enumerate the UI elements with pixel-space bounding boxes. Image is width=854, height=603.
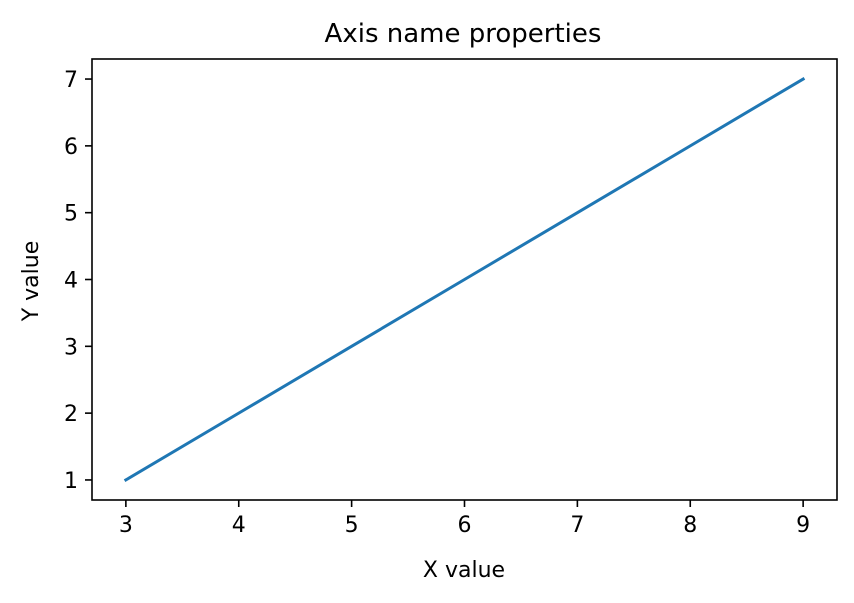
x-axis: 3 4 5 6 7 8 9 bbox=[119, 500, 810, 538]
y-axis: 1 2 3 4 5 6 7 bbox=[64, 68, 92, 494]
x-tick-label: 7 bbox=[570, 513, 584, 538]
x-tick-label: 3 bbox=[119, 513, 133, 538]
x-tick-label: 9 bbox=[796, 513, 810, 538]
y-tick-label: 3 bbox=[64, 335, 78, 360]
series-line bbox=[123, 76, 806, 483]
x-tick-label: 8 bbox=[683, 513, 697, 538]
y-tick-label: 4 bbox=[64, 269, 78, 294]
y-tick-label: 2 bbox=[64, 402, 78, 427]
y-tick-label: 1 bbox=[64, 469, 78, 494]
y-tick-label: 7 bbox=[64, 68, 78, 93]
y-tick-label: 5 bbox=[64, 202, 78, 227]
x-tick-label: 5 bbox=[345, 513, 359, 538]
y-tick-label: 6 bbox=[64, 135, 78, 160]
x-tick-label: 4 bbox=[232, 513, 246, 538]
y-axis-label: Y value bbox=[19, 241, 44, 323]
chart-title: Axis name properties bbox=[325, 19, 602, 49]
series-layer bbox=[123, 76, 806, 483]
x-axis-label: X value bbox=[423, 558, 505, 583]
x-tick-label: 6 bbox=[458, 513, 472, 538]
